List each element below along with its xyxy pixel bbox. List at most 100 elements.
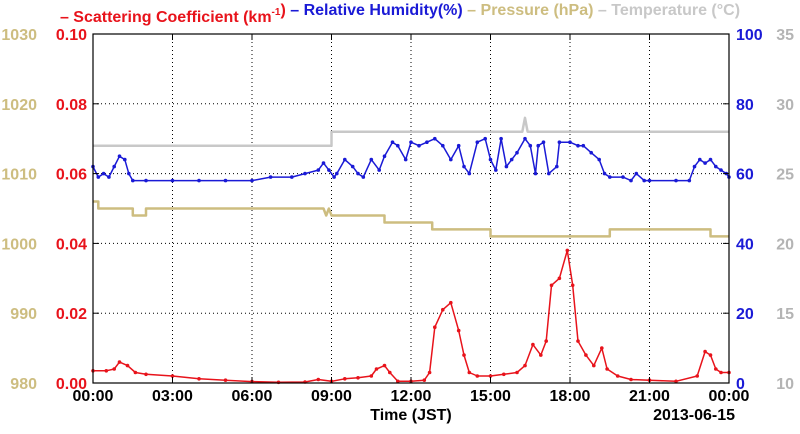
scattering-point: [396, 379, 400, 384]
humidity-point: [602, 171, 607, 176]
humidity-point: [290, 175, 294, 179]
humidity-point: [462, 164, 466, 169]
scattering-point: [170, 374, 175, 378]
scattering-point: [441, 307, 445, 312]
humidity-point: [698, 157, 702, 162]
scattering-point: [605, 367, 609, 371]
temperature-line: [93, 116, 729, 147]
x-tick-label: 00:00: [709, 388, 750, 405]
scattering-point: [223, 378, 228, 383]
legend-label: Relative Humidity(%): [304, 2, 463, 19]
scattering-point: [467, 370, 472, 375]
scattering-point: [488, 374, 493, 378]
humidity-point: [621, 175, 625, 179]
humidity-tick-label: 40: [736, 236, 754, 253]
humidity-point: [223, 178, 228, 183]
scattering-point: [133, 370, 138, 375]
humidity-point: [321, 161, 326, 165]
scattering-point: [584, 353, 588, 357]
humidity-point: [369, 157, 374, 162]
humidity-point: [642, 178, 646, 183]
temperature-tick-label: 15: [776, 306, 794, 323]
humidity-point: [425, 140, 429, 144]
scattering-point: [374, 367, 379, 371]
humidity-point: [634, 171, 639, 176]
humidity-point: [350, 164, 355, 169]
humidity-point: [483, 136, 488, 141]
scattering-tick-label: 0.04: [56, 236, 87, 253]
scattering-point: [427, 370, 432, 375]
humidity-point: [356, 171, 360, 176]
scattering-point: [462, 353, 466, 357]
legend-label: Scattering Coefficient (km: [73, 9, 271, 26]
humidity-point: [144, 178, 148, 183]
scattering-tick-label: 0.06: [56, 167, 87, 184]
scattering-tick-label: 0.02: [56, 306, 87, 323]
legend-dash: –: [60, 9, 73, 26]
scattering-point: [382, 363, 387, 368]
humidity-point: [708, 157, 713, 162]
x-tick-label: 09:00: [311, 388, 352, 405]
scattering-point: [565, 248, 570, 253]
legend: – Scattering Coefficient (km-1) – Relati…: [60, 2, 740, 26]
x-axis-label: Time (JST): [370, 407, 452, 424]
humidity-point: [127, 171, 131, 176]
scattering-point: [570, 283, 575, 288]
scattering-point: [714, 367, 718, 371]
scattering-point: [144, 372, 148, 377]
axes-layer: 00:00 03:00 06:00 09:00 12:00 15:00 18:00 21:00…: [1, 27, 794, 424]
pressure-tick-label: 1030: [1, 27, 37, 44]
humidity-point: [692, 164, 697, 169]
humidity-point: [499, 136, 503, 141]
humidity-point: [403, 157, 408, 162]
scattering-point: [356, 376, 360, 380]
humidity-point: [581, 143, 586, 148]
humidity-point: [170, 178, 175, 183]
humidity-point: [568, 140, 572, 144]
x-tick-label: 03:00: [152, 388, 193, 405]
scattering-point: [475, 374, 480, 378]
scattering-point: [719, 370, 723, 375]
humidity-point: [589, 150, 593, 155]
humidity-point: [597, 157, 601, 162]
scattering-line: [93, 249, 729, 384]
pressure-tick-label: 990: [10, 306, 37, 323]
humidity-point: [515, 150, 519, 155]
humidity-tick-label: 80: [736, 97, 754, 114]
humidity-point: [475, 140, 480, 144]
humidity-point: [504, 164, 509, 169]
humidity-point: [250, 178, 254, 183]
scattering-point: [600, 346, 604, 350]
x-tick-label: 15:00: [470, 388, 511, 405]
humidity-point: [396, 143, 400, 148]
temperature-tick-label: 10: [776, 376, 794, 393]
humidity-point: [361, 175, 366, 179]
humidity-point: [576, 143, 580, 148]
humidity-point: [117, 154, 122, 158]
humidity-point: [528, 143, 533, 148]
scattering-point: [104, 369, 109, 373]
humidity-point: [647, 178, 652, 183]
humidity-point: [417, 143, 421, 148]
scattering-point: [544, 339, 548, 343]
legend-suffix: ): [280, 2, 285, 19]
humidity-point: [555, 164, 559, 169]
humidity-point: [488, 157, 493, 162]
humidity-tick-label: 100: [736, 27, 763, 44]
x-tick-label: 12:00: [391, 388, 432, 405]
humidity-point: [608, 175, 612, 179]
scattering-point: [197, 377, 201, 381]
humidity-point: [390, 140, 395, 144]
humidity-point: [343, 157, 347, 162]
temperature-tick-label: 30: [776, 97, 794, 114]
humidity-point: [703, 161, 707, 165]
legend-dash: –: [463, 2, 481, 19]
scattering-point: [422, 378, 427, 383]
scattering-point: [708, 353, 713, 357]
humidity-point: [547, 171, 551, 176]
humidity-point: [303, 171, 307, 176]
humidity-tick-label: 60: [736, 167, 754, 184]
legend-label: Temperature (: [611, 2, 717, 19]
pressure-tick-label: 1020: [1, 97, 37, 114]
humidity-tick-label: 0: [736, 376, 745, 393]
